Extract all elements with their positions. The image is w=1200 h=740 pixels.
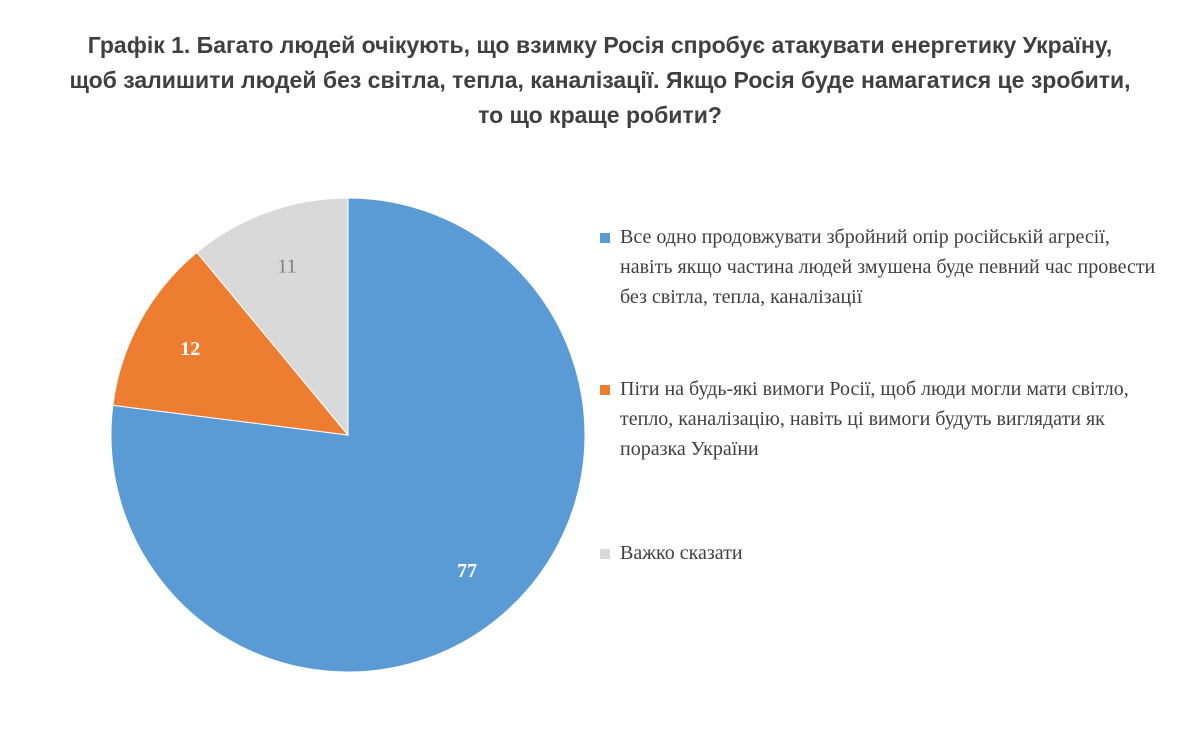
legend-label-resistance: Все одно продовжувати збройний опір росі… — [620, 226, 1156, 308]
legend-item-hard-to-say: Важко сказати — [600, 538, 1160, 568]
pie-slice-concede — [112, 251, 350, 436]
pie-chart: 77 12 11 — [110, 197, 586, 673]
chart-title-line-3: то що краще робити? — [478, 102, 722, 128]
legend-label-concede: Піти на будь-які вимоги Росії, щоб люди … — [620, 378, 1129, 460]
chart-title-line-2: щоб залишити людей без світла, тепла, ка… — [69, 67, 1131, 93]
legend-swatch-resistance — [600, 233, 610, 243]
legend-swatch-hard-to-say — [600, 549, 610, 559]
data-label-hard-to-say: 11 — [277, 256, 296, 278]
pie-slice-hard-to-say — [196, 197, 349, 437]
legend-item-concede: Піти на будь-які вимоги Росії, щоб люди … — [600, 374, 1160, 464]
chart-title-line-1: Графік 1. Багато людей очікують, що взим… — [87, 32, 1113, 58]
legend-item-resistance: Все одно продовжувати збройний опір росі… — [600, 222, 1160, 312]
data-label-resistance: 77 — [457, 560, 477, 582]
legend-swatch-concede — [600, 385, 610, 395]
data-label-concede: 12 — [180, 338, 200, 360]
legend-label-hard-to-say: Важко сказати — [620, 542, 743, 564]
chart-title: Графік 1. Багато людей очікують, що взим… — [0, 28, 1200, 133]
